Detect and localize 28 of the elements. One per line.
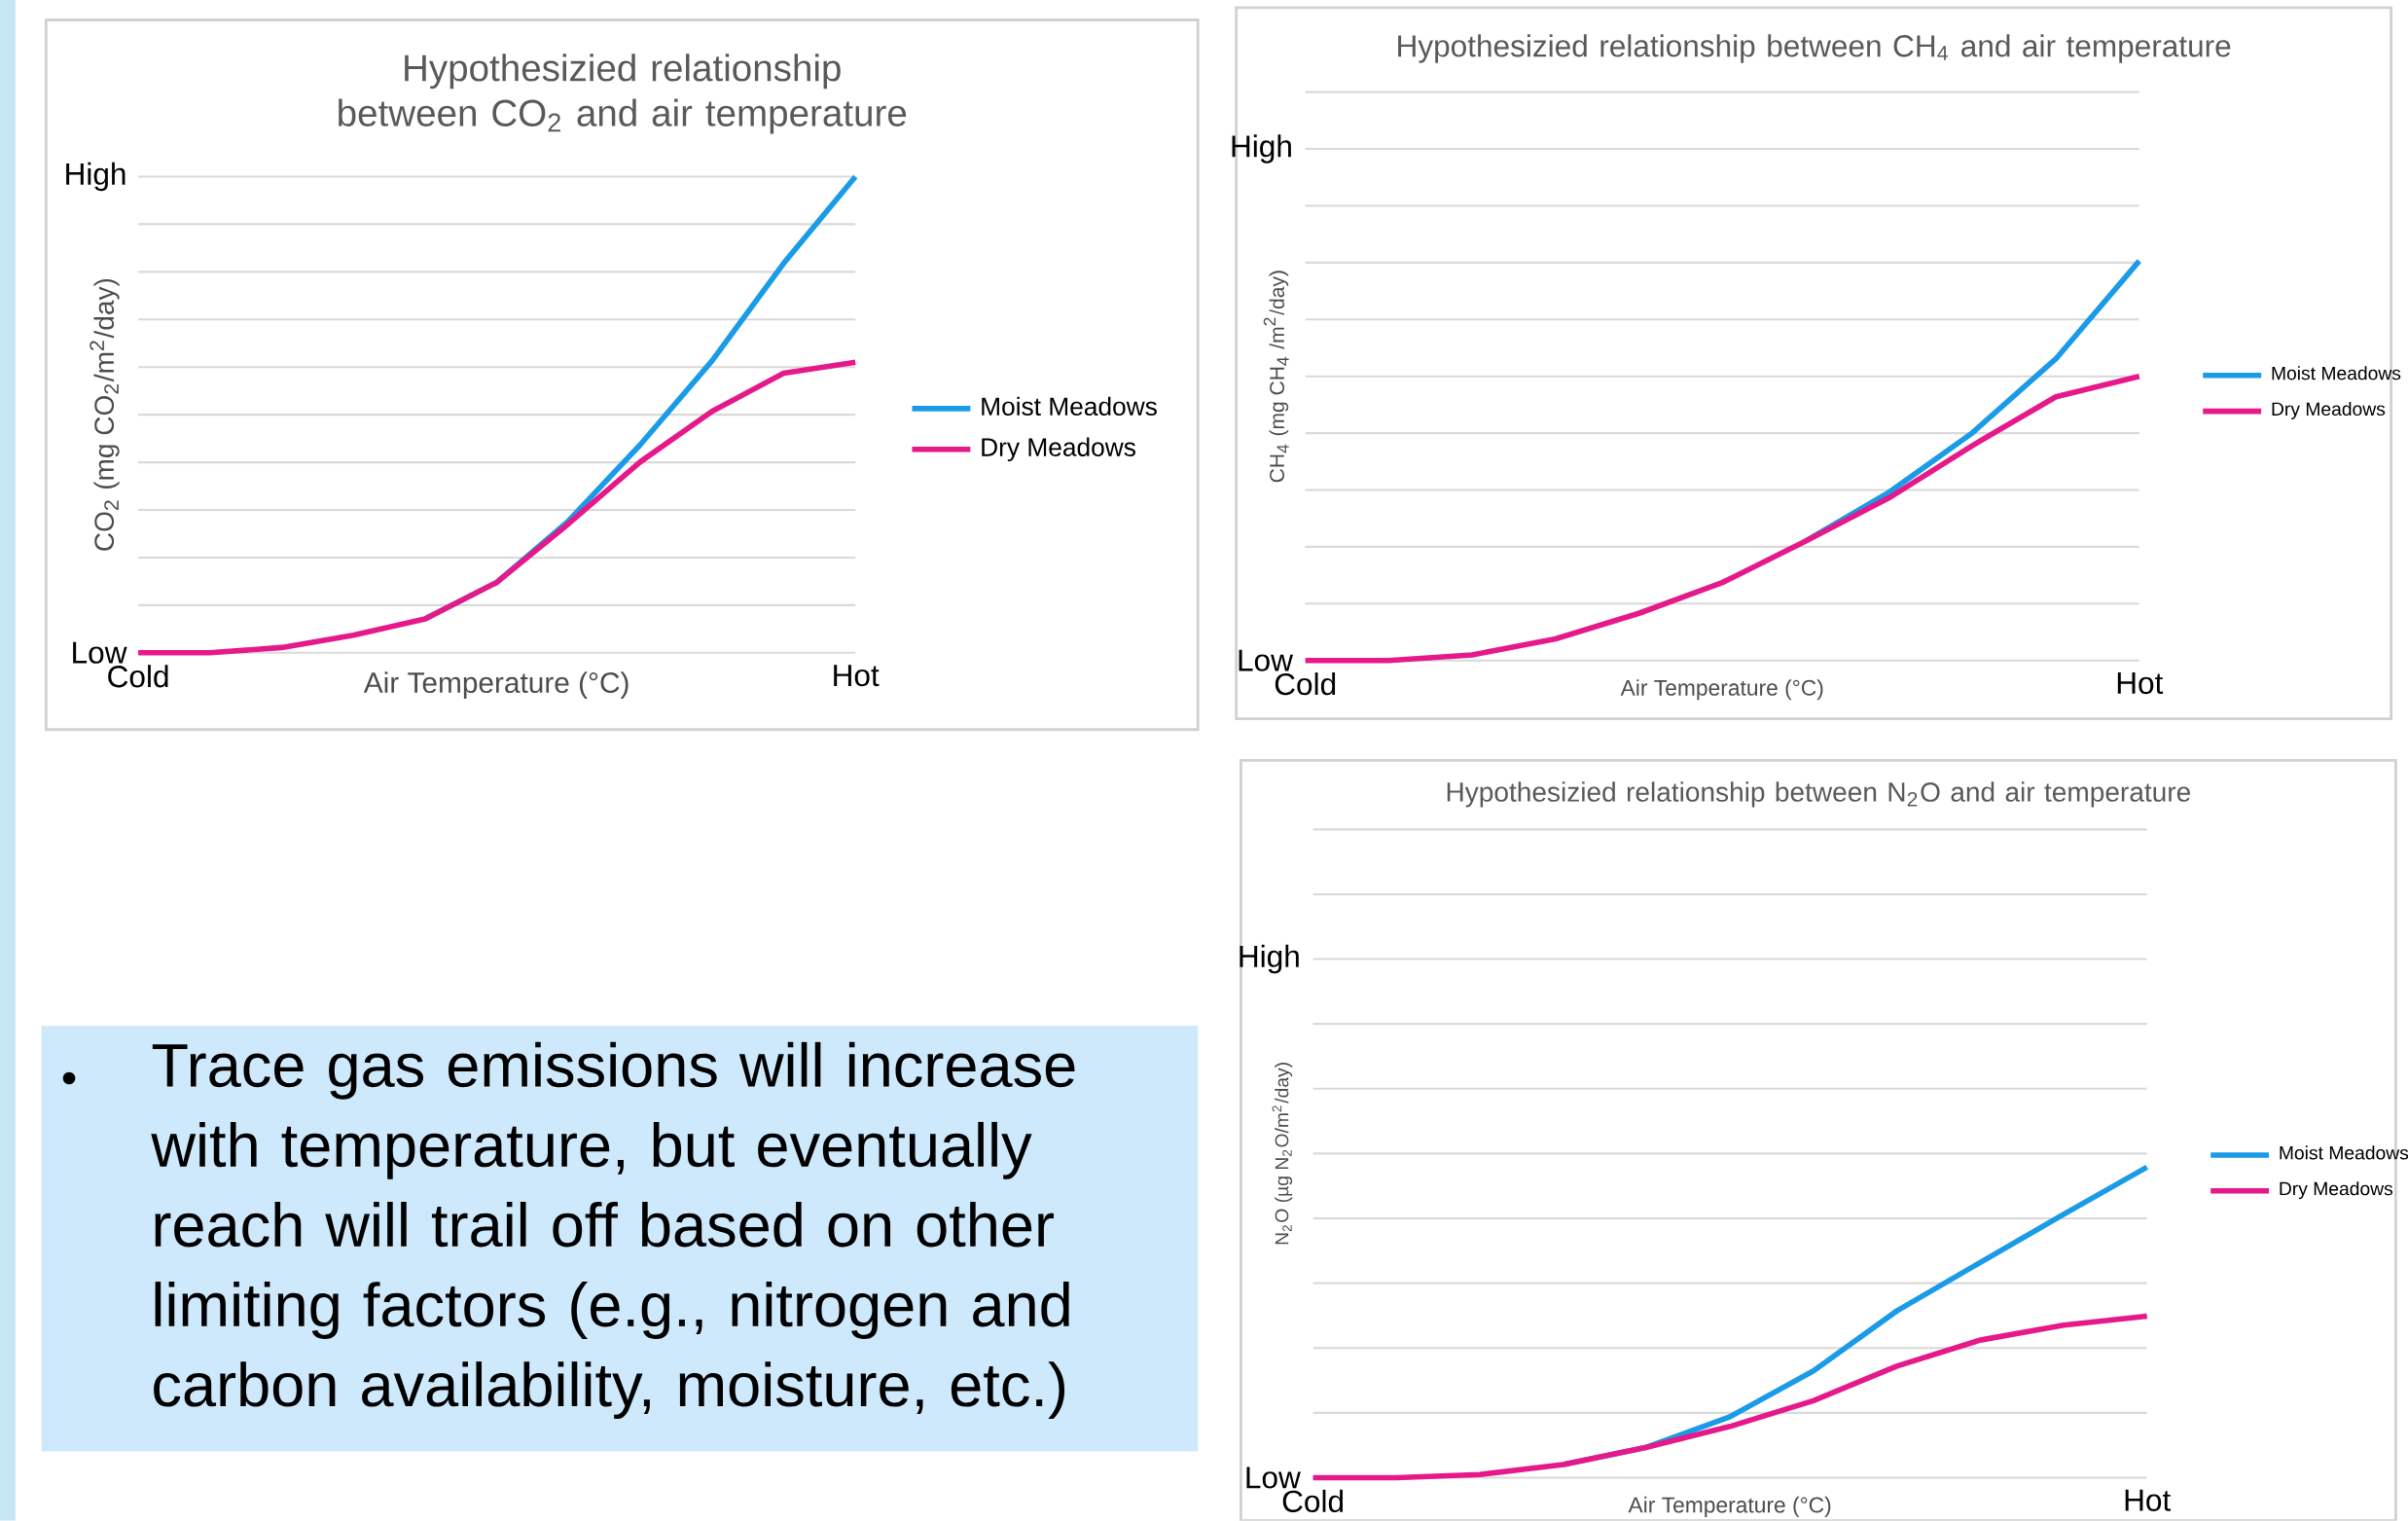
legend-label: Moist Meadows [982,396,1157,416]
text: Low [73,641,127,665]
legend-label: Moist Meadows [2272,366,2401,380]
legend-label: Dry Meadows [2272,402,2386,420]
x-axis-title: Air Temperature (°C) [363,671,629,700]
chart-title: Hypothesizied relationship between CO$_{2}$ and air temperature [339,54,907,134]
x-tick-label: Hot [2117,672,2164,695]
y-axis-title: CH$_{4}$ (mg CH$_{4}$ /m$^{2}$/day) [1263,271,1289,483]
text: High [1232,134,1291,163]
x-tick-label: Hot [2125,1490,2172,1512]
chart-title: Hypothesizied relationship between CH$_{4}$ and air temperature [1398,34,2231,63]
x-tick-label: Cold [108,665,168,688]
y-axis-title: CO$_{2}$ (mg CO$_{2}$/m$^{2}$/day) [90,279,120,551]
x-axis-title: Air Temperature (°C) [1628,1497,1831,1518]
text: Trace gas emissions will increase with temperature, but eventually reach will trail off based on other limiting factors (e.g., nitrogen and carbon availability, moisture, etc.) [151,1042,1075,1420]
legend-label: Moist Meadows [2280,1145,2408,1160]
x-tick-label: Cold [1275,672,1336,696]
legend-label: Dry Meadows [982,437,1135,462]
text: High [66,162,126,192]
text: Low [1246,1467,1301,1489]
chart-title: Hypothesizied relationship between N$_{2}$O and air temperature [1447,781,2191,808]
legend-label: Dry Meadows [2280,1181,2393,1200]
x-axis-title: Air Temperature (°C) [1620,679,1823,701]
text: High [1240,945,1299,974]
y-axis-title: N$_{2}$O (µg N$_{2}$O/m$^{2}$/day) [1272,1063,1293,1245]
x-tick-label: Hot [834,665,880,687]
x-tick-label: Cold [1282,1490,1343,1513]
text: Low [1239,649,1293,671]
